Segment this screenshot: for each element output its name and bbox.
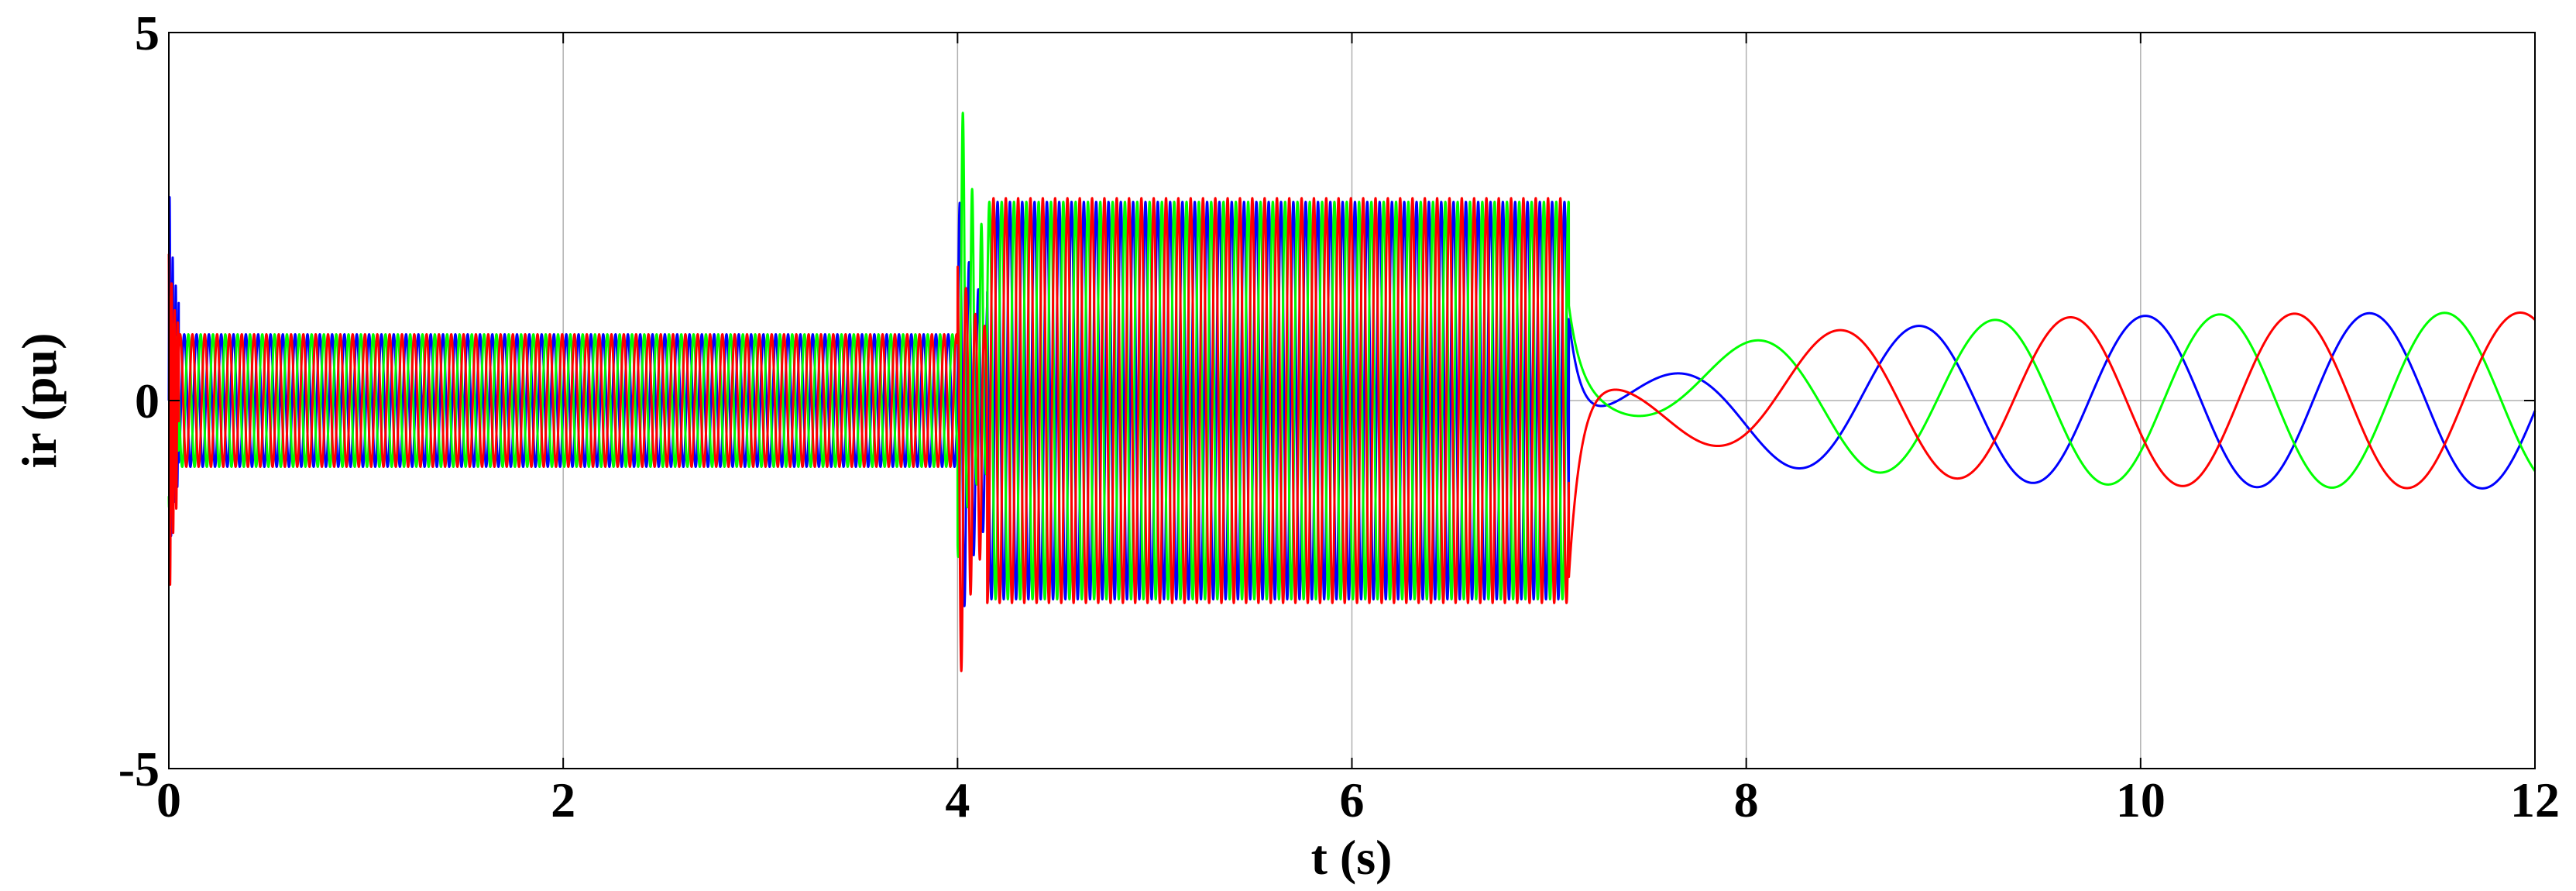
y-axis-label: ir (pu) [12, 333, 67, 469]
y-tick-label: -5 [118, 741, 160, 796]
x-tick-labels: 0 2 4 6 8 10 12 [156, 772, 2560, 827]
tick-marks [168, 32, 2536, 769]
x-tick-label: 10 [2116, 772, 2166, 827]
x-tick-label: 8 [1734, 772, 1759, 827]
series-line [167, 112, 2537, 600]
x-tick-label: 0 [156, 772, 181, 827]
y-tick-label: 0 [135, 373, 160, 428]
series-line [167, 195, 2537, 607]
series-layer [167, 112, 2537, 673]
x-tick-label: 12 [2510, 772, 2560, 827]
series-line [167, 197, 2537, 673]
x-tick-label: 4 [945, 772, 970, 827]
x-tick-label: 6 [1340, 772, 1365, 827]
y-tick-label: 5 [135, 5, 160, 60]
x-axis-label: t (s) [1311, 830, 1393, 885]
x-tick-label: 2 [551, 772, 575, 827]
y-tick-labels: -5 0 5 [118, 5, 160, 796]
